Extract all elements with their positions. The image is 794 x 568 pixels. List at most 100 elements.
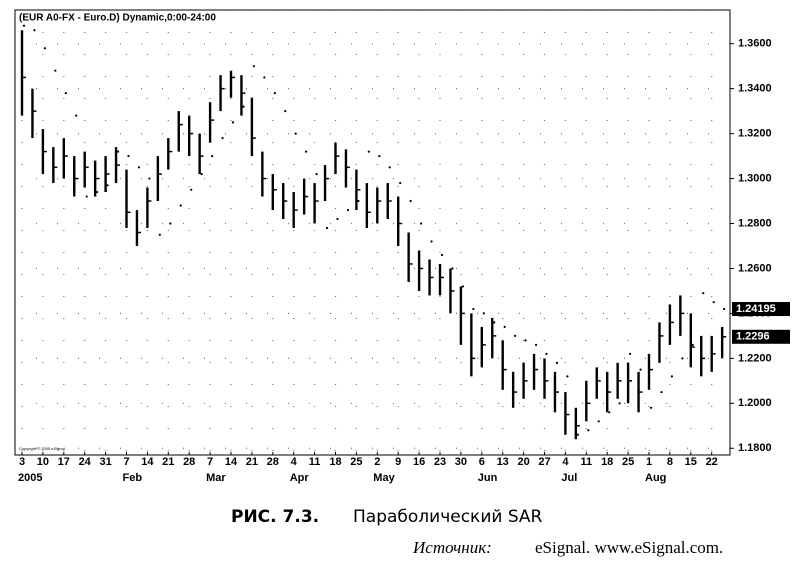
sar-dot (524, 339, 527, 342)
sar-dot (305, 150, 308, 153)
sar-dot (325, 226, 329, 230)
x-tick-label: 28 (183, 456, 195, 468)
sar-dot (367, 150, 370, 153)
x-tick-label: 3 (19, 456, 25, 468)
sar-dot (336, 217, 339, 221)
sar-dot (346, 208, 350, 212)
sar-dot (399, 181, 402, 185)
sar-dot (54, 69, 57, 72)
sar-dot (587, 429, 590, 432)
copyright: Copyright © 2005 eSignal (19, 446, 65, 451)
sar-dot (64, 92, 67, 95)
sar-dot (85, 195, 88, 198)
sar-dot (472, 307, 475, 311)
sar-dot (534, 343, 538, 346)
sar-dot (451, 267, 454, 270)
x-tick-label: 4 (562, 456, 569, 468)
sar-dot (263, 76, 266, 79)
month-label: Apr (290, 472, 310, 484)
sar-dot (96, 190, 99, 194)
sar-dot (127, 154, 130, 158)
sar-dot (629, 352, 632, 355)
sar-dot (284, 110, 287, 113)
sar-marker-box (732, 302, 790, 317)
y-tick-label: 1.2000 (738, 397, 772, 409)
sar-dot (190, 188, 193, 191)
y-tick-label: 1.3000 (738, 172, 772, 184)
price-marker-box (732, 329, 790, 344)
sar-dot (357, 199, 360, 203)
sar-dot (482, 312, 485, 315)
sar-dot (315, 172, 318, 176)
x-tick-label: 14 (225, 456, 238, 468)
sar-dot (597, 420, 600, 423)
sar-dot (43, 47, 47, 50)
sar-dot (242, 105, 245, 108)
x-tick-label: 25 (622, 456, 634, 468)
x-tick-label: 8 (667, 456, 673, 468)
x-tick-label: 10 (37, 456, 49, 468)
sar-marker-label: 1.24195 (736, 303, 776, 315)
y-tick-label: 1.3200 (738, 128, 772, 140)
plot-frame (14, 9, 731, 456)
sar-dot (493, 321, 496, 324)
sar-dot (294, 132, 297, 135)
x-tick-label: 6 (479, 456, 485, 468)
month-label: Jun (478, 472, 498, 484)
sar-dot (388, 166, 391, 169)
sar-dot (169, 222, 172, 225)
sar-dot (649, 406, 653, 409)
month-label: Aug (645, 472, 666, 484)
x-tick-label: 24 (79, 456, 92, 468)
caption-text: Параболический SAR (353, 507, 543, 527)
x-tick-label: 25 (350, 456, 362, 468)
sar-dot (409, 199, 412, 203)
sar-dot (420, 222, 423, 225)
x-tick-label: 28 (267, 456, 279, 468)
caption-number: РИС. 7.3. (231, 507, 319, 527)
x-tick-label: 31 (99, 456, 111, 468)
sar-dot (670, 375, 674, 378)
sar-dot (712, 301, 715, 304)
x-tick-label: 18 (601, 456, 613, 468)
sar-dot (691, 343, 694, 346)
y-tick-label: 1.3400 (738, 83, 772, 95)
sar-dot (576, 433, 579, 436)
sar-dot (378, 154, 381, 158)
month-label: Feb (123, 472, 143, 484)
sar-dot (148, 177, 151, 180)
x-tick-label: 13 (497, 456, 509, 468)
sar-dot (33, 29, 36, 32)
month-label: 2005 (18, 472, 42, 484)
x-tick-label: 17 (58, 456, 70, 468)
source-text: eSignal. www.eSignal.com. (535, 538, 723, 557)
sar-dot (514, 334, 517, 337)
sar-dot (503, 325, 506, 328)
x-tick-label: 18 (329, 456, 341, 468)
sar-dot (639, 368, 642, 371)
sar-dot (461, 285, 464, 288)
y-tick-label: 1.2600 (738, 262, 772, 274)
sar-dot (200, 172, 203, 176)
source-label: Источник: (412, 538, 492, 557)
x-tick-label: 15 (685, 456, 697, 468)
sar-dot (22, 24, 26, 27)
y-tick-label: 1.3600 (738, 38, 772, 50)
sar-dot (608, 411, 611, 414)
sar-dot (555, 361, 559, 364)
chart-title: (EUR A0-FX - Euro.D) Dynamic,0:00-24:00 (19, 13, 216, 24)
x-tick-label: 21 (246, 456, 258, 468)
x-tick-label: 2 (374, 456, 380, 468)
sar-dot (273, 92, 276, 95)
sar-dot (545, 352, 548, 355)
x-tick-label: 20 (517, 456, 529, 468)
sar-dot (116, 150, 120, 153)
x-tick-label: 16 (413, 456, 425, 468)
sar-dot (231, 121, 235, 124)
x-tick-label: 30 (455, 456, 467, 468)
sar-dot (440, 253, 444, 257)
sar-dot (681, 357, 684, 360)
x-tick-label: 21 (162, 456, 174, 468)
sar-dot (702, 292, 705, 295)
